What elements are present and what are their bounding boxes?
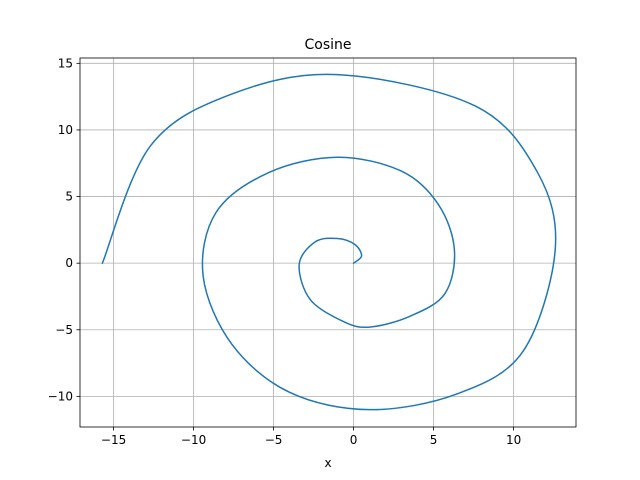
y-tick-label: 5 [65,190,73,204]
y-tick-label: 15 [58,56,73,70]
y-tick-label: 0 [65,256,73,270]
x-tick-label: −5 [265,433,283,447]
y-tick-label: 10 [58,123,73,137]
grid [80,58,576,427]
x-tick-label: 10 [506,433,521,447]
x-axis: −15 −10 −5 0 5 10 [101,427,521,447]
x-tick-label: 0 [350,433,358,447]
y-tick-label: −10 [48,389,73,403]
y-tick-label: −5 [55,323,73,337]
x-tick-label: −10 [181,433,206,447]
y-axis: −10 −5 0 5 10 15 [48,56,80,403]
plot-frame [79,57,577,428]
spiral-line [101,73,557,411]
x-tick-label: −15 [101,433,126,447]
x-tick-label: 5 [430,433,438,447]
x-axis-label: x [324,456,331,470]
plot-series [101,73,557,411]
chart-title: Cosine [304,37,351,53]
